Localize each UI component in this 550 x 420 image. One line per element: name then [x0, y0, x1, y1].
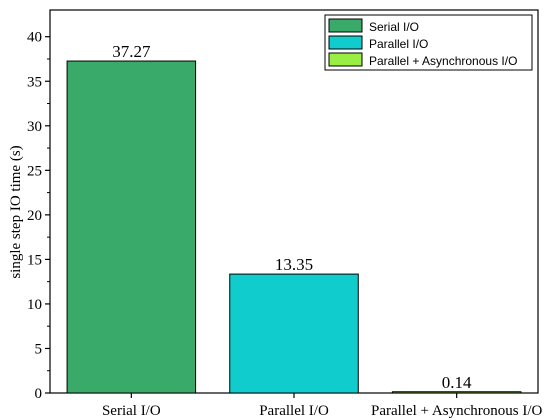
legend-label: Serial I/O: [369, 20, 419, 34]
y-axis-title: single step IO time (s): [8, 145, 24, 278]
bar-value-label: 37.27: [112, 42, 151, 61]
y-tick-label: 10: [27, 297, 42, 313]
y-tick-label: 25: [27, 163, 42, 179]
legend-label: Parallel + Asynchronous I/O: [369, 54, 517, 68]
x-tick-label: Parallel + Asynchronous I/O: [371, 403, 543, 419]
y-tick-label: 20: [27, 208, 42, 224]
y-tick-label: 35: [27, 74, 42, 90]
legend-swatch: [328, 52, 363, 67]
bar-0: [66, 60, 197, 394]
bar-1: [229, 273, 359, 394]
bar-value-label: 13.35: [275, 255, 313, 274]
y-tick-label: 5: [35, 341, 43, 357]
y-tick-label: 0: [35, 386, 43, 402]
bar-value-label: 0.14: [442, 373, 472, 392]
legend-label: Parallel I/O: [369, 37, 428, 51]
x-tick-label: Parallel I/O: [259, 403, 329, 419]
x-tick-label: Serial I/O: [102, 403, 161, 419]
y-tick-label: 40: [27, 30, 42, 46]
legend-swatch: [328, 35, 363, 50]
y-tick-label: 15: [27, 252, 42, 268]
bar-2: [391, 391, 522, 394]
y-tick-label: 30: [27, 119, 42, 135]
legend-swatch: [328, 18, 363, 33]
